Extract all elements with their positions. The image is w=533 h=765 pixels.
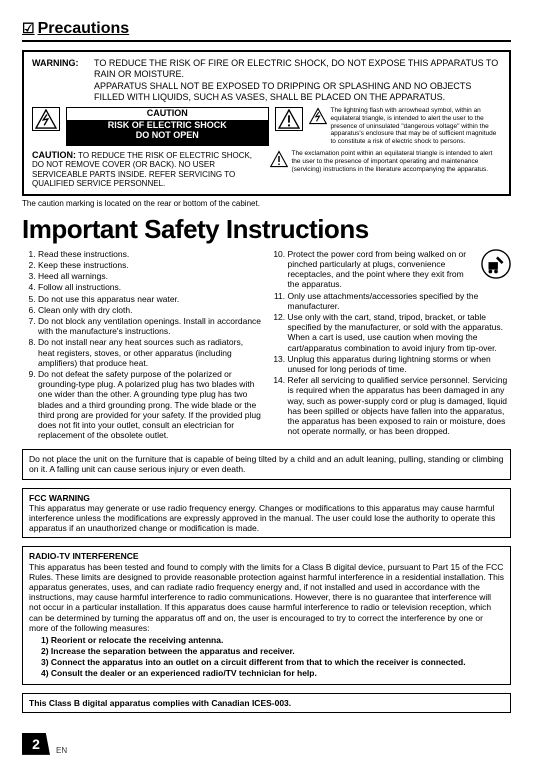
- cart-tip-icon: [481, 249, 511, 279]
- safety-instructions-title: Important Safety Instructions: [22, 214, 511, 245]
- radio-step: 3) Connect the apparatus into an outlet …: [41, 657, 504, 667]
- instructions-left: Read these instructions.Keep these instr…: [22, 249, 262, 440]
- instruction-item: Do not install near any heat sources suc…: [38, 337, 262, 368]
- radio-steps: 1) Reorient or relocate the receiving an…: [41, 635, 504, 679]
- caution-row: CAUTION RISK OF ELECTRIC SHOCK DO NOT OP…: [32, 107, 501, 146]
- instruction-item: Clean only with dry cloth.: [38, 305, 262, 315]
- caution-bottom-left: CAUTION: TO REDUCE THE RISK OF ELECTRIC …: [32, 150, 264, 188]
- instruction-item: Heed all warnings.: [38, 271, 262, 281]
- caution-center-box: CAUTION RISK OF ELECTRIC SHOCK DO NOT OP…: [66, 107, 269, 146]
- language-code: EN: [56, 746, 67, 755]
- fcc-warning-box: FCC WARNING This apparatus may generate …: [22, 488, 511, 539]
- instruction-item: Unplug this apparatus during lightning s…: [288, 354, 512, 374]
- instruction-item: Refer all servicing to qualified service…: [288, 375, 512, 436]
- instructions-columns: Read these instructions.Keep these instr…: [22, 249, 511, 441]
- page-number: 2: [22, 733, 50, 755]
- precautions-title-text: Precautions: [38, 20, 130, 37]
- caution-marking-note: The caution marking is located on the re…: [22, 199, 511, 208]
- page: ☑Precautions WARNING: TO REDUCE THE RISK…: [0, 0, 533, 765]
- exclamation-triangle-icon: [275, 107, 303, 131]
- page-footer: 2 EN: [22, 733, 511, 755]
- instruction-item: Use only with the cart, stand, tripod, b…: [288, 312, 512, 353]
- warning-label: WARNING:: [32, 58, 94, 103]
- instruction-item: Do not use this apparatus near water.: [38, 294, 262, 304]
- bolt-description: The lightning flash with arrowhead symbo…: [309, 107, 502, 146]
- check-icon: ☑: [22, 20, 35, 36]
- warning-box: WARNING: TO REDUCE THE RISK OF FIRE OR E…: [22, 50, 511, 196]
- ices-box: This Class B digital apparatus complies …: [22, 693, 511, 713]
- precautions-heading: ☑Precautions: [22, 20, 511, 42]
- radio-tv-box: RADIO-TV INTERFERENCE This apparatus has…: [22, 546, 511, 684]
- warning-text: TO REDUCE THE RISK OF FIRE OR ELECTRIC S…: [94, 58, 501, 103]
- instruction-item: Follow all instructions.: [38, 282, 262, 292]
- exclamation-description: The exclamation point within an equilate…: [270, 150, 502, 188]
- bolt-triangle-icon: [32, 107, 60, 131]
- instruction-item: Do not defeat the safety purpose of the …: [38, 369, 262, 440]
- instruction-item: Do not block any ventilation openings. I…: [38, 316, 262, 336]
- radio-step: 4) Consult the dealer or an experienced …: [41, 668, 504, 678]
- instruction-item: Read these instructions.: [38, 249, 262, 259]
- instruction-item: Keep these instructions.: [38, 260, 262, 270]
- radio-step: 2) Increase the separation between the a…: [41, 646, 504, 656]
- instructions-right: Protect the power cord from being walked…: [272, 249, 512, 436]
- instruction-item: Only use attachments/accessories specifi…: [288, 291, 512, 311]
- radio-step: 1) Reorient or relocate the receiving an…: [41, 635, 504, 645]
- tilt-warning-box: Do not place the unit on the furniture t…: [22, 449, 511, 479]
- instruction-item: Protect the power cord from being walked…: [288, 249, 512, 290]
